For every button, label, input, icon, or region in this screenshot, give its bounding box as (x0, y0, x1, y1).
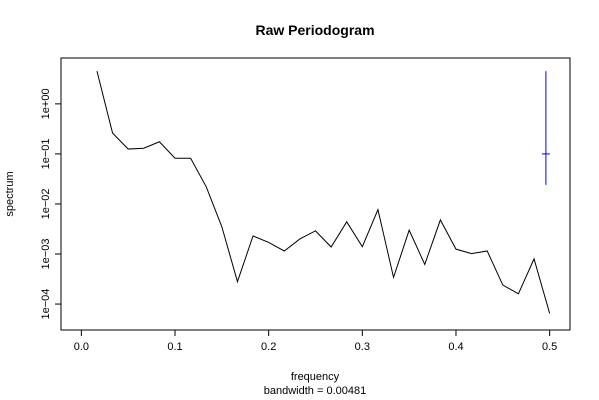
x-tick-label: 0.2 (261, 341, 276, 353)
y-axis: 1e−04 1e−03 1e−02 1e−01 1e+00 (40, 88, 61, 320)
x-tick-label: 0.1 (167, 341, 182, 353)
chart-subtitle: bandwidth = 0.00481 (264, 385, 366, 397)
y-tick-label: 1e+00 (40, 88, 52, 119)
x-tick-label: 0.5 (542, 341, 557, 353)
series-layer (96, 71, 551, 314)
x-tick-label: 0.0 (74, 341, 89, 353)
y-axis-label: spectrum (4, 171, 16, 216)
y-tick-label: 1e−02 (40, 189, 52, 220)
y-tick-label: 1e−03 (40, 239, 52, 270)
x-axis-label: frequency (291, 371, 340, 383)
x-axis: 0.0 0.1 0.2 0.3 0.4 0.5 (74, 330, 557, 353)
x-tick-label: 0.4 (448, 341, 463, 353)
plot-frame (60, 57, 571, 331)
confidence-bar-group (541, 71, 550, 185)
x-tick-label: 0.3 (355, 341, 370, 353)
y-tick-label: 1e−01 (40, 138, 52, 169)
y-tick-label: 1e−04 (40, 289, 52, 320)
chart-title: Raw Periodogram (255, 22, 374, 38)
periodogram-line (96, 71, 551, 314)
